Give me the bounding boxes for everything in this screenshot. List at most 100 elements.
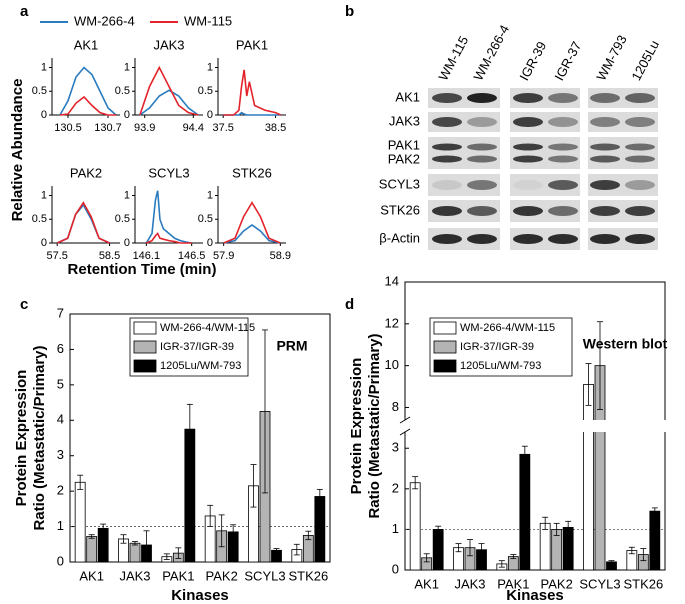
blot-strip xyxy=(588,228,658,250)
y-tick-label: 1 xyxy=(41,61,47,73)
y-tick-label: 0 xyxy=(41,109,47,121)
blot-strip xyxy=(428,174,500,196)
blot-band xyxy=(467,180,497,190)
legend-label: 1205Lu/WM-793 xyxy=(160,360,241,372)
blot-band xyxy=(432,143,462,151)
chromatogram-line xyxy=(139,89,199,116)
subplot-title: JAK3 xyxy=(153,37,184,52)
chromatogram-line xyxy=(139,65,199,116)
subplot-title: STK26 xyxy=(232,165,272,180)
subplot-title: PAK2 xyxy=(70,165,102,180)
protein-label: PAK1 xyxy=(388,137,420,152)
blot-band xyxy=(548,93,578,103)
y-tick-label: 0.5 xyxy=(198,85,213,97)
blot-band xyxy=(625,234,655,244)
y-tick-label: 0 xyxy=(57,553,64,568)
panel-label: b xyxy=(345,3,354,20)
blot-band xyxy=(513,234,543,244)
x-tick-label: PAK2 xyxy=(206,568,238,583)
y-tick-label: 1 xyxy=(124,189,130,201)
protein-label: SCYL3 xyxy=(379,176,420,191)
blot-band xyxy=(432,93,462,103)
x-tick-label: 38.5 xyxy=(265,122,286,134)
y-tick-label: 2 xyxy=(57,483,64,498)
protein-label: STK26 xyxy=(380,202,420,217)
legend-label: WM-266-4/WM-115 xyxy=(460,322,555,334)
subplot-title: SCYL3 xyxy=(148,165,189,180)
x-tick-label: SCYL3 xyxy=(579,576,620,591)
lane-label: WM-793 xyxy=(593,33,629,83)
chromatogram-line xyxy=(223,223,281,244)
bar xyxy=(129,542,141,563)
y-tick-label: 10 xyxy=(385,357,399,372)
y-tick-label: 14 xyxy=(385,273,399,288)
x-tick-label: 130.5 xyxy=(54,122,82,134)
y-tick-label: 8 xyxy=(392,399,399,414)
y-tick-label: 0.5 xyxy=(32,213,47,225)
legend-label: WM-266-4 xyxy=(74,13,135,28)
y-tick-label: 2 xyxy=(392,480,399,495)
blot-band xyxy=(513,117,543,127)
legend-swatch xyxy=(433,321,457,335)
blot-band xyxy=(590,180,620,190)
x-axis-title: Kinases xyxy=(506,587,564,604)
blot-band xyxy=(625,143,655,151)
blot-band xyxy=(590,143,620,151)
blot-strip xyxy=(510,137,580,169)
x-tick-label: 57.9 xyxy=(213,250,234,262)
y-axis-title: Ratio (Metastatic/Primary) xyxy=(31,345,48,530)
bar xyxy=(314,496,326,563)
x-tick-label: 146.5 xyxy=(178,250,206,262)
y-tick-label: 0 xyxy=(124,237,130,249)
y-axis-title: Protein Expression xyxy=(348,358,365,495)
legend-label: IGR-37/IGR-39 xyxy=(460,341,534,353)
blot-strip xyxy=(510,200,580,222)
blot-strip xyxy=(428,112,500,132)
y-tick-label: 3 xyxy=(392,440,399,455)
blot-band xyxy=(432,155,462,163)
x-axis-title: Retention Time (min) xyxy=(68,261,217,278)
legend-label: WM-115 xyxy=(184,13,232,28)
blot-band xyxy=(625,93,655,103)
y-tick-label: 5 xyxy=(57,376,64,391)
y-tick-label: 0 xyxy=(207,237,213,249)
y-tick-label: 0.5 xyxy=(198,213,213,225)
y-tick-label: 1 xyxy=(41,189,47,201)
blot-band xyxy=(467,206,497,216)
blot-band xyxy=(548,180,578,190)
bar xyxy=(539,522,551,571)
legend-label: WM-266-4/WM-115 xyxy=(160,322,255,334)
chromatogram-line xyxy=(59,66,117,116)
blot-strip xyxy=(588,88,658,108)
x-tick-label: STK26 xyxy=(623,576,663,591)
annotation: Western blot xyxy=(583,336,668,352)
blot-strip xyxy=(588,174,658,196)
bar xyxy=(519,453,531,571)
annotation: PRM xyxy=(276,338,307,354)
blot-band xyxy=(590,117,620,127)
panel-label: c xyxy=(20,296,28,313)
y-tick-label: 4 xyxy=(57,412,64,427)
legend-swatch xyxy=(433,340,457,354)
bar xyxy=(86,536,98,563)
x-tick-label: PAK2 xyxy=(541,576,573,591)
legend-swatch xyxy=(433,359,457,373)
protein-label: JAK3 xyxy=(389,113,420,128)
x-tick-label: 94.4 xyxy=(183,122,204,134)
y-tick-label: 1 xyxy=(57,518,64,533)
blot-band xyxy=(625,155,655,163)
y-axis-title: Ratio (Metastatic/Primary) xyxy=(366,333,383,518)
blot-band xyxy=(548,155,578,163)
blot-strip xyxy=(510,88,580,108)
y-tick-label: 7 xyxy=(57,305,64,320)
blot-strip xyxy=(588,200,658,222)
y-tick-label: 0.5 xyxy=(32,85,47,97)
plot-frame xyxy=(69,313,331,563)
legend-swatch xyxy=(133,340,157,354)
axis-break-mark xyxy=(399,428,411,436)
x-axis-title: Kinases xyxy=(171,587,229,604)
blot-strip xyxy=(510,174,580,196)
blot-band xyxy=(548,234,578,244)
y-tick-label: 1 xyxy=(207,61,213,73)
